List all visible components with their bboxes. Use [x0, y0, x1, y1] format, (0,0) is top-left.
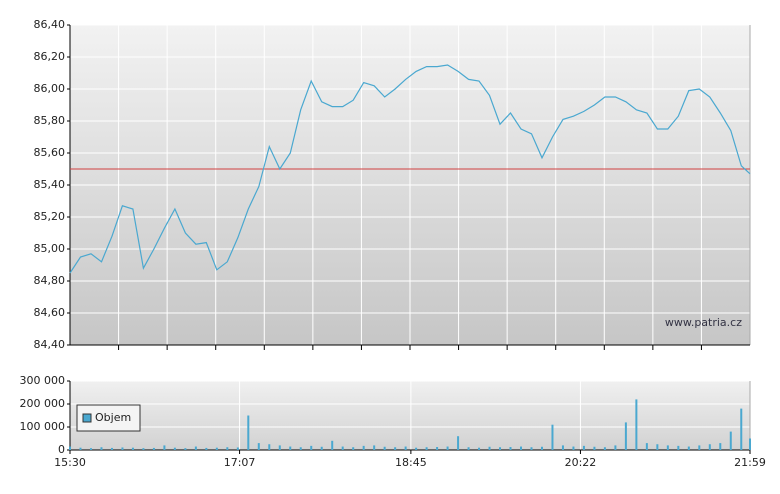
volume-bar — [69, 446, 71, 450]
volume-bar — [142, 448, 145, 450]
volume-bar — [656, 444, 659, 450]
y-tick-label: 85,00 — [34, 242, 66, 255]
volume-bar — [331, 440, 334, 450]
volume-bar — [110, 447, 113, 450]
legend-label: Objem — [95, 411, 131, 424]
volume-bar — [257, 443, 260, 450]
volume-bar — [446, 446, 449, 450]
volume-bar — [226, 447, 229, 450]
volume-bar — [184, 448, 187, 450]
volume-bar — [614, 445, 617, 450]
x-tick-label: 15:30 — [54, 456, 86, 469]
volume-bar — [131, 447, 134, 450]
volume-bar — [415, 447, 418, 450]
volume-bar — [488, 446, 491, 450]
volume-bar — [436, 447, 439, 450]
volume-bar — [352, 447, 355, 450]
volume-bar — [478, 447, 481, 450]
price-line — [69, 64, 751, 274]
volume-bar — [582, 445, 585, 450]
volume-bar — [457, 436, 460, 450]
volume-bar — [394, 447, 397, 450]
y-tick-label: 85,20 — [34, 210, 66, 223]
volume-bar — [404, 446, 407, 450]
volume-bar — [624, 422, 627, 450]
x-tick-label: 17:07 — [224, 456, 256, 469]
volume-bar — [520, 446, 523, 450]
volume-bar — [708, 444, 711, 450]
volume-bar — [173, 447, 176, 450]
volume-bar — [373, 445, 376, 450]
y-tick-label: 84,80 — [34, 274, 66, 287]
volume-bar — [236, 447, 239, 450]
volume-bar — [603, 447, 606, 450]
volume-bar — [509, 447, 512, 450]
volume-bar — [698, 445, 701, 450]
volume-bar — [100, 447, 103, 450]
volume-bar — [677, 445, 680, 450]
y-tick-label: 86,20 — [34, 50, 66, 63]
volume-bar — [163, 445, 166, 450]
y-tick-label: 100 000 — [20, 420, 66, 433]
volume-bar — [152, 447, 155, 450]
volume-bar — [749, 438, 751, 450]
volume-bar — [561, 445, 564, 450]
volume-bar — [425, 447, 428, 450]
volume-bar — [593, 446, 596, 450]
watermark: www.patria.cz — [665, 316, 742, 329]
volume-plot-area — [70, 381, 750, 450]
x-tick-label: 18:45 — [395, 456, 427, 469]
volume-bar — [289, 446, 292, 450]
volume-bar — [89, 448, 92, 450]
x-tick-label: 20:22 — [565, 456, 597, 469]
legend-swatch — [82, 413, 92, 423]
y-tick-label: 86,00 — [34, 82, 66, 95]
volume-bar — [740, 408, 743, 450]
volume-bar — [530, 447, 533, 450]
volume-bar — [540, 446, 543, 450]
y-tick-label: 200 000 — [20, 397, 66, 410]
y-tick-label: 86,40 — [34, 18, 66, 31]
volume-bar — [215, 447, 218, 450]
volume-bar — [572, 446, 575, 450]
volume-bar — [268, 444, 271, 450]
volume-bar — [729, 431, 732, 450]
volume-bar — [310, 445, 313, 450]
volume-bar — [687, 446, 690, 450]
volume-bar — [467, 447, 470, 450]
volume-bar — [194, 446, 197, 450]
volume-bar — [79, 447, 82, 450]
volume-bar — [320, 446, 323, 450]
volume-bar — [719, 443, 722, 450]
y-tick-label: 0 — [58, 443, 65, 456]
y-tick-label: 85,40 — [34, 178, 66, 191]
y-tick-label: 85,80 — [34, 114, 66, 127]
volume-bar — [341, 446, 344, 450]
volume-bar — [635, 399, 638, 450]
y-tick-label: 84,40 — [34, 338, 66, 351]
volume-bar — [247, 415, 250, 450]
y-tick-label: 84,60 — [34, 306, 66, 319]
volume-bar — [205, 447, 208, 450]
volume-bar — [278, 445, 281, 450]
y-tick-label: 85,60 — [34, 146, 66, 159]
x-tick-label: 21:59 — [734, 456, 766, 469]
volume-bar — [299, 447, 302, 450]
volume-bar — [645, 443, 648, 450]
volume-bar — [121, 447, 124, 450]
volume-bar — [551, 424, 554, 450]
volume-bar — [499, 447, 502, 450]
volume-bar — [383, 446, 386, 450]
volume-bar — [666, 445, 669, 450]
y-tick-label: 300 000 — [20, 374, 66, 387]
volume-bar — [362, 445, 365, 450]
